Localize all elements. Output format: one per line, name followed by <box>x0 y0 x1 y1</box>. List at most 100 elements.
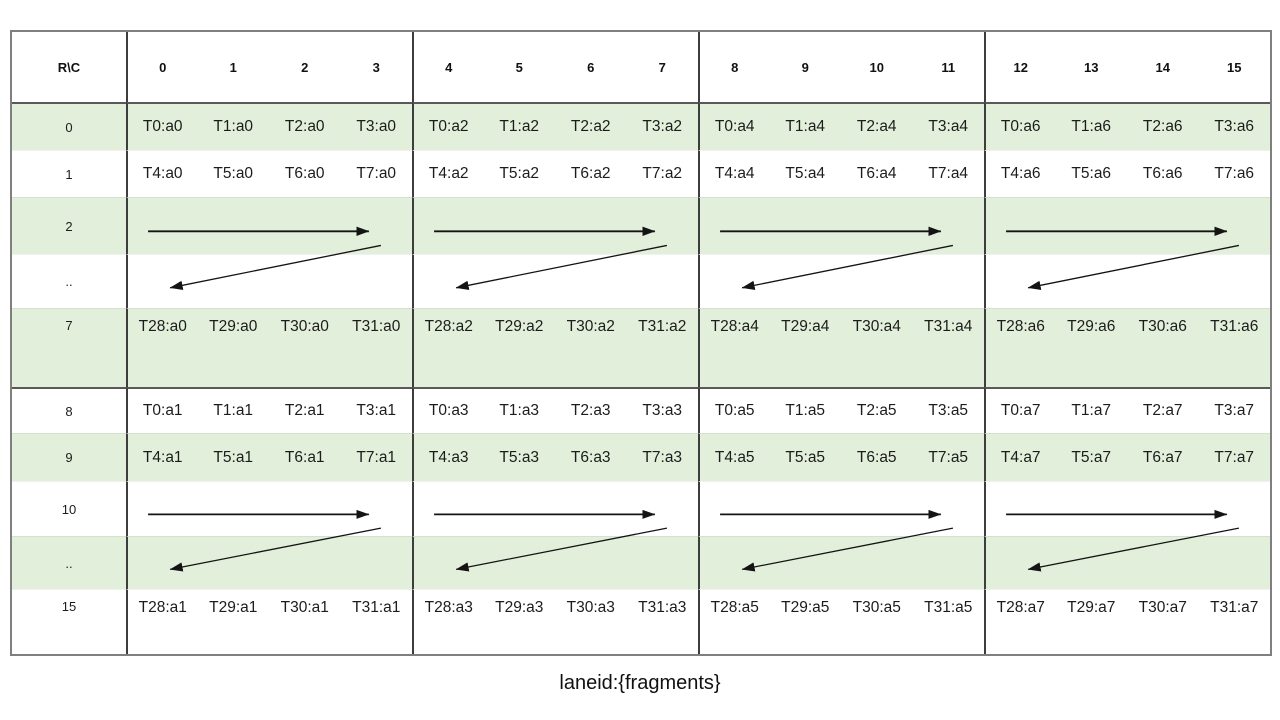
table-cell: T0:a3 <box>412 387 484 433</box>
arrow-row-block <box>698 481 984 536</box>
arrow-row-block <box>698 254 984 308</box>
table-cell: T2:a1 <box>269 387 341 433</box>
fragment-layout-table: R\C 0 1 2 3 4 5 6 7 8 9 10 11 12 13 14 15 0 T0:a0 T1:a0 T2:… <box>10 30 1272 656</box>
col-header: 9 <box>801 59 809 75</box>
table-cell: T29:a7 <box>1055 589 1127 654</box>
table-cell: T3:a5 <box>912 387 984 433</box>
arrow-row-block <box>698 536 984 589</box>
table-cell: T28:a2 <box>412 308 484 387</box>
table-cell: T29:a1 <box>197 589 269 654</box>
table-cell: T6:a6 <box>1127 150 1199 197</box>
table-cell: T30:a5 <box>841 589 913 654</box>
col-header: 4 <box>412 32 484 102</box>
table-cell: T31:a7 <box>1198 589 1270 654</box>
table-cell: T3:a2 <box>626 102 698 150</box>
table-cell: T31:a2 <box>626 308 698 387</box>
table-cell: T30:a4 <box>841 308 913 387</box>
arrow-row-block <box>984 481 1270 536</box>
table-cell: T30:a1 <box>269 589 341 654</box>
table-cell: T6:a1 <box>269 433 341 481</box>
table-cell: T1:a4 <box>769 102 841 150</box>
table-cell: T5:a3 <box>483 433 555 481</box>
table-cell: T0:a0 <box>126 102 198 150</box>
table-cell: T1:a0 <box>197 102 269 150</box>
table-cell: T1:a2 <box>483 102 555 150</box>
col-header: 14 <box>1155 59 1170 75</box>
table-cell: T3:a7 <box>1198 387 1270 433</box>
table-cell: T2:a2 <box>555 102 627 150</box>
row-label: .. <box>12 536 126 589</box>
row-label: 2 <box>12 197 126 254</box>
arrow-row-block <box>126 254 412 308</box>
table-cell: T6:a4 <box>841 150 913 197</box>
table-cell: T1:a3 <box>483 387 555 433</box>
table-cell: T29:a5 <box>769 589 841 654</box>
table-cell: T2:a4 <box>841 102 913 150</box>
table-cell: T3:a4 <box>912 102 984 150</box>
arrow-row-block <box>412 197 698 254</box>
table-cell: T0:a7 <box>984 387 1056 433</box>
table-cell: T3:a0 <box>340 102 412 150</box>
table-cell: T4:a5 <box>698 433 770 481</box>
table-cell: T6:a2 <box>555 150 627 197</box>
col-header: 12 <box>984 32 1056 102</box>
col-header: 10 <box>869 59 884 75</box>
row-label: 1 <box>12 150 126 197</box>
table-cell: T5:a6 <box>1055 150 1127 197</box>
table-cell: T2:a6 <box>1127 102 1199 150</box>
table-cell: T6:a3 <box>555 433 627 481</box>
table-cell: T31:a5 <box>912 589 984 654</box>
col-header: 6 <box>587 59 595 75</box>
table-cell: T7:a3 <box>626 433 698 481</box>
table-cell: T31:a3 <box>626 589 698 654</box>
table-cell: T5:a2 <box>483 150 555 197</box>
table-cell: T7:a6 <box>1198 150 1270 197</box>
arrow-row-block <box>984 536 1270 589</box>
table-cell: T28:a1 <box>126 589 198 654</box>
table-cell: T1:a1 <box>197 387 269 433</box>
table-cell: T7:a7 <box>1198 433 1270 481</box>
col-header: 2 <box>301 59 309 75</box>
table-cell: T28:a0 <box>126 308 198 387</box>
table-cell: T2:a0 <box>269 102 341 150</box>
table-cell: T28:a7 <box>984 589 1056 654</box>
table-cell: T5:a1 <box>197 433 269 481</box>
arrow-row-block <box>698 197 984 254</box>
col-header: 7 <box>658 59 666 75</box>
arrow-row-block <box>412 536 698 589</box>
table-cell: T4:a7 <box>984 433 1056 481</box>
row-label: .. <box>12 254 126 308</box>
table-cell: T2:a3 <box>555 387 627 433</box>
table-cell: T4:a6 <box>984 150 1056 197</box>
row-label: 15 <box>12 589 126 654</box>
row-label: 9 <box>12 433 126 481</box>
table-cell: T30:a7 <box>1127 589 1199 654</box>
table-cell: T4:a4 <box>698 150 770 197</box>
arrow-row-block <box>984 254 1270 308</box>
table-cell: T5:a4 <box>769 150 841 197</box>
table-cell: T3:a1 <box>340 387 412 433</box>
corner-label: R\C <box>57 59 81 75</box>
col-header: 11 <box>941 59 956 75</box>
arrow-row-block <box>412 481 698 536</box>
table-cell: T29:a3 <box>483 589 555 654</box>
table-cell: T5:a7 <box>1055 433 1127 481</box>
row-label: 0 <box>12 102 126 150</box>
col-header: 1 <box>229 59 237 75</box>
col-header: 15 <box>1227 59 1242 75</box>
table-cell: T4:a0 <box>126 150 198 197</box>
table-cell: T3:a3 <box>626 387 698 433</box>
table-cell: T29:a0 <box>197 308 269 387</box>
arrow-row-block <box>412 254 698 308</box>
table-cell: T31:a4 <box>912 308 984 387</box>
arrow-row-block <box>126 197 412 254</box>
table-cell: T6:a0 <box>269 150 341 197</box>
table-cell: T0:a6 <box>984 102 1056 150</box>
table-cell: T1:a7 <box>1055 387 1127 433</box>
table-cell: T29:a2 <box>483 308 555 387</box>
col-header: 5 <box>515 59 523 75</box>
table-cell: T29:a4 <box>769 308 841 387</box>
table-cell: T4:a1 <box>126 433 198 481</box>
table-cell: T1:a6 <box>1055 102 1127 150</box>
table-cell: T4:a2 <box>412 150 484 197</box>
